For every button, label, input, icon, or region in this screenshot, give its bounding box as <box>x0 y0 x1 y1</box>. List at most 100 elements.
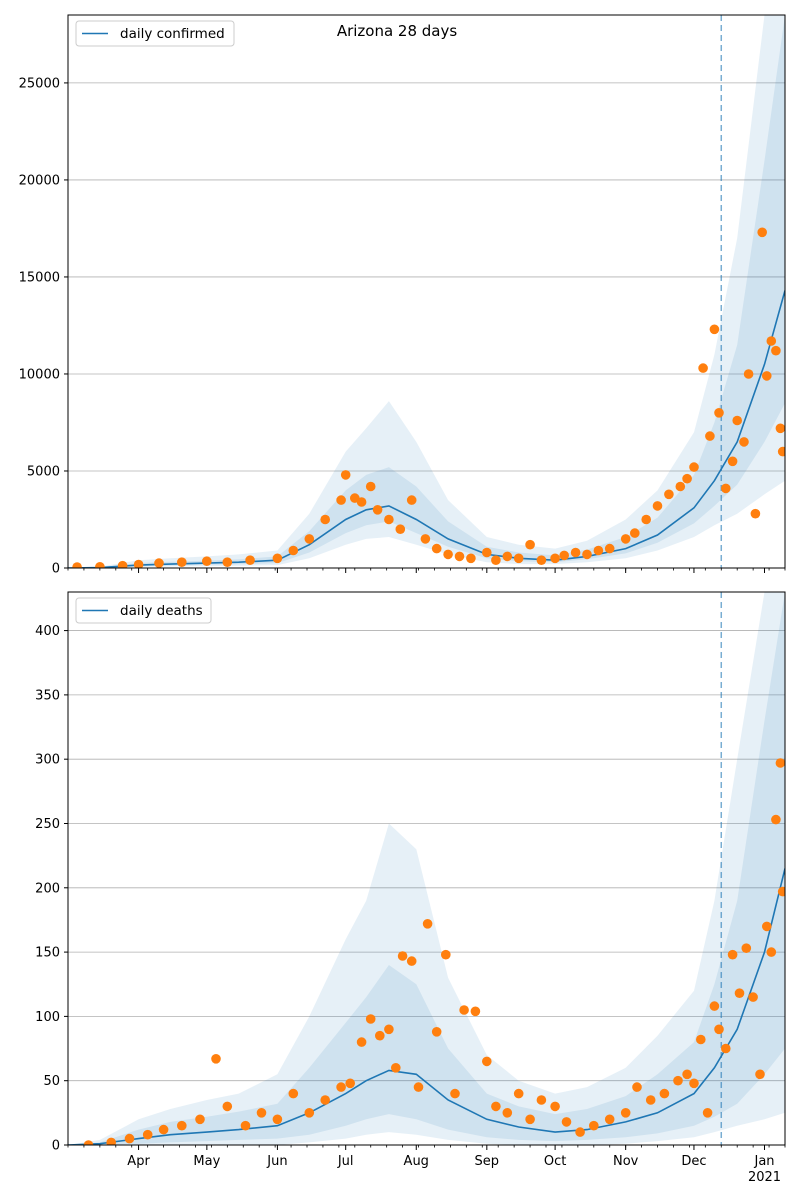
deaths-observed-point <box>771 814 781 825</box>
x-tick-label: Oct <box>544 1154 566 1169</box>
deaths-observed-point <box>222 1101 233 1112</box>
deaths-observed-point <box>632 1082 642 1092</box>
deaths-observed-point <box>673 1075 683 1086</box>
deaths-observed-points <box>83 758 785 1145</box>
deaths-observed-point <box>83 1140 94 1145</box>
deaths-observed-point <box>288 1088 299 1099</box>
deaths-axes-frame <box>67 591 786 1146</box>
confirmed-observed-point <box>664 489 674 500</box>
confirmed-observed-point <box>750 508 761 519</box>
deaths-observed-point <box>459 1005 469 1015</box>
confirmed-x-axis <box>67 568 786 573</box>
confirmed-panel: 0 5000 10000 15000 20000 25000 daily confirme… <box>19 14 786 577</box>
confirmed-observed-point <box>454 551 465 562</box>
deaths-observed-point <box>356 1037 367 1047</box>
confirmed-observed-point <box>356 497 367 507</box>
x-tick-label: May <box>193 1154 220 1169</box>
confirmed-observed-point <box>406 495 417 505</box>
confirmed-observed-point <box>721 483 731 494</box>
confirmed-observed-point <box>777 446 785 457</box>
deaths-observed-point <box>702 1108 713 1118</box>
confirmed-observed-points <box>72 227 785 568</box>
deaths-observed-point <box>550 1101 560 1112</box>
confirmed-axes-frame <box>67 14 786 569</box>
deaths-observed-point <box>714 1024 724 1035</box>
deaths-legend-box <box>75 597 212 624</box>
confirmed-observed-point <box>513 553 524 564</box>
deaths-observed-point <box>748 992 758 1002</box>
deaths-observed-point <box>645 1095 656 1105</box>
deaths-observed-point <box>384 1024 394 1035</box>
confirmed-observed-point <box>550 553 560 564</box>
deaths-observed-point <box>709 1001 720 1011</box>
confirmed-model-curve <box>68 290 785 568</box>
confirmed-observed-point <box>714 408 724 418</box>
deaths-grid <box>68 630 785 1082</box>
deaths-observed-point <box>766 947 777 957</box>
deaths-observed-point <box>536 1095 547 1105</box>
deaths-observed-point <box>741 943 752 953</box>
confirmed-observed-point <box>709 324 720 335</box>
deaths-y-tick-label: 400 <box>35 624 60 639</box>
deaths-observed-point <box>375 1030 385 1041</box>
confirmed-observed-point <box>502 551 513 562</box>
deaths-observed-point <box>734 988 745 998</box>
confirmed-y-tick-label: 20000 <box>19 173 60 188</box>
confirmed-observed-point <box>340 470 351 480</box>
confirmed-observed-point <box>705 431 715 441</box>
deaths-observed-point <box>620 1108 631 1118</box>
deaths-observed-point <box>422 919 433 929</box>
deaths-confidence-band-1 <box>68 592 785 1145</box>
confirmed-observed-point <box>395 524 406 534</box>
confirmed-legend: daily confirmed <box>75 20 235 47</box>
confirmed-observed-point <box>72 562 82 568</box>
confirmed-observed-point <box>641 514 651 525</box>
confirmed-observed-point <box>604 543 615 554</box>
x-tick-label: Dec <box>681 1154 706 1169</box>
confirmed-observed-point <box>336 495 346 505</box>
figure-title: Arizona 28 days <box>337 22 458 40</box>
confirmed-observed-point <box>443 549 453 560</box>
confirmed-observed-point <box>491 555 501 565</box>
deaths-observed-point <box>762 921 772 932</box>
confirmed-observed-point <box>682 473 692 484</box>
x-tick-label: Jun <box>266 1154 287 1169</box>
confirmed-observed-point <box>420 534 431 544</box>
x-tick-label: Jan <box>753 1154 774 1169</box>
deaths-legend: daily deaths <box>75 597 212 624</box>
confirmed-observed-point <box>384 514 394 525</box>
deaths-observed-point <box>589 1120 599 1131</box>
confirmed-legend-label: daily confirmed <box>120 26 225 42</box>
confirmed-observed-point <box>757 227 767 238</box>
deaths-observed-point <box>397 951 408 961</box>
confirmed-y-tick-label: 15000 <box>19 270 60 285</box>
confirmed-observed-point <box>133 559 144 568</box>
x-tick-label: Apr <box>127 1154 150 1169</box>
confirmed-observed-point <box>775 423 785 434</box>
confirmed-model-line <box>68 290 785 568</box>
confirmed-grid <box>68 82 785 472</box>
deaths-observed-point <box>240 1120 251 1131</box>
deaths-legend-label: daily deaths <box>120 603 203 619</box>
deaths-observed-point <box>682 1069 692 1080</box>
deaths-observed-point <box>696 1034 706 1045</box>
deaths-observed-point <box>345 1078 356 1089</box>
confirmed-observed-point <box>222 557 233 567</box>
deaths-observed-point <box>755 1069 765 1080</box>
deaths-observed-point <box>525 1114 535 1125</box>
deaths-observed-point <box>124 1133 135 1144</box>
confirmed-observed-point <box>365 481 376 492</box>
x-tick-label: Sep <box>475 1154 500 1169</box>
deaths-observed-point <box>441 949 451 960</box>
confirmed-observed-point <box>482 547 492 558</box>
confirmed-observed-point <box>431 543 442 554</box>
confirmed-observed-point <box>154 558 164 568</box>
confirmed-observed-point <box>202 556 212 566</box>
confirmed-observed-point <box>559 550 569 561</box>
confirmed-observed-point <box>582 549 592 560</box>
confirmed-y-tick-label: 25000 <box>19 76 60 91</box>
deaths-observed-point <box>431 1027 442 1037</box>
confirmed-y-tick-label: 5000 <box>27 464 60 479</box>
deaths-confidence-band-2 <box>68 592 785 1145</box>
